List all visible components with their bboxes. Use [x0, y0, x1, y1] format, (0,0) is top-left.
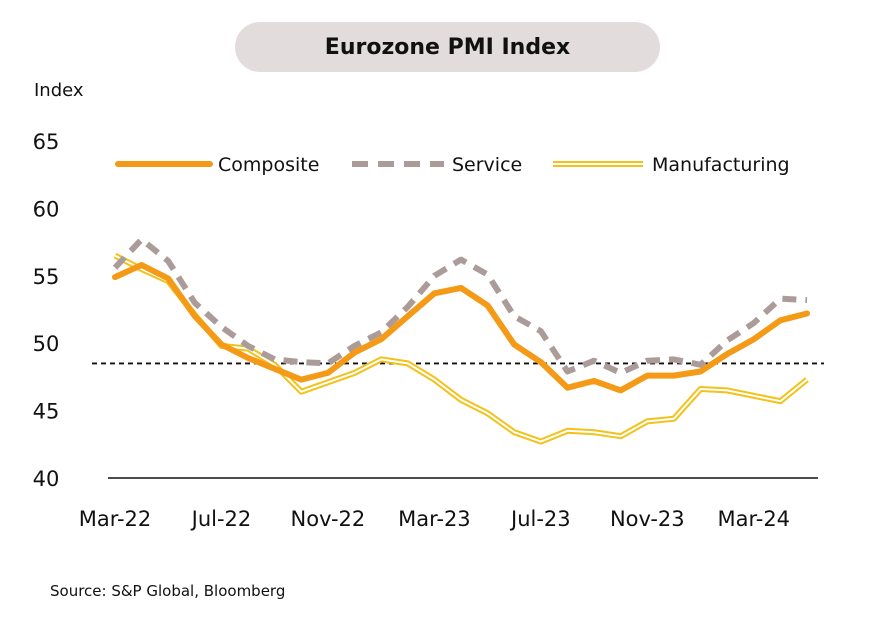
y-tick-label: 60: [33, 197, 60, 221]
legend-label-composite: Composite: [218, 154, 319, 176]
composite-line: [112, 262, 810, 394]
y-tick-label: 45: [33, 400, 60, 424]
service-line: [112, 236, 808, 376]
x-tick-label: Mar-22: [79, 507, 152, 531]
legend-label-manufacturing: Manufacturing: [652, 154, 790, 176]
x-tick-label: Mar-24: [717, 507, 790, 531]
source-note: Source: S&P Global, Bloomberg: [50, 582, 286, 600]
y-axis-unit-label: Index: [34, 80, 84, 101]
x-tick-label: Nov-23: [610, 507, 685, 531]
legend-label-service: Service: [452, 154, 522, 176]
y-tick-label: 50: [33, 332, 60, 356]
y-tick-label: 65: [33, 130, 60, 154]
chart-title-pill: Eurozone PMI Index: [235, 22, 660, 72]
x-tick-label: Mar-23: [398, 507, 471, 531]
x-tick-label: Jul-22: [190, 507, 252, 531]
y-tick-label: 40: [33, 467, 60, 491]
y-tick-label: 55: [33, 265, 60, 289]
chart-title: Eurozone PMI Index: [324, 34, 571, 60]
x-tick-labels: Mar-22 Jul-22 Nov-22 Mar-23 Jul-23 Nov-23 Mar-…: [79, 507, 790, 531]
x-tick-label: Jul-23: [509, 507, 571, 531]
x-tick-label: Nov-22: [291, 507, 366, 531]
y-tick-labels: 40 45 50 55 60 65: [33, 130, 60, 491]
series-lines: [112, 236, 810, 445]
manufacturing-line-inner: [114, 254, 808, 443]
legend: Composite Service Manufacturing: [115, 154, 790, 176]
manufacturing-line-outer: [113, 252, 809, 445]
